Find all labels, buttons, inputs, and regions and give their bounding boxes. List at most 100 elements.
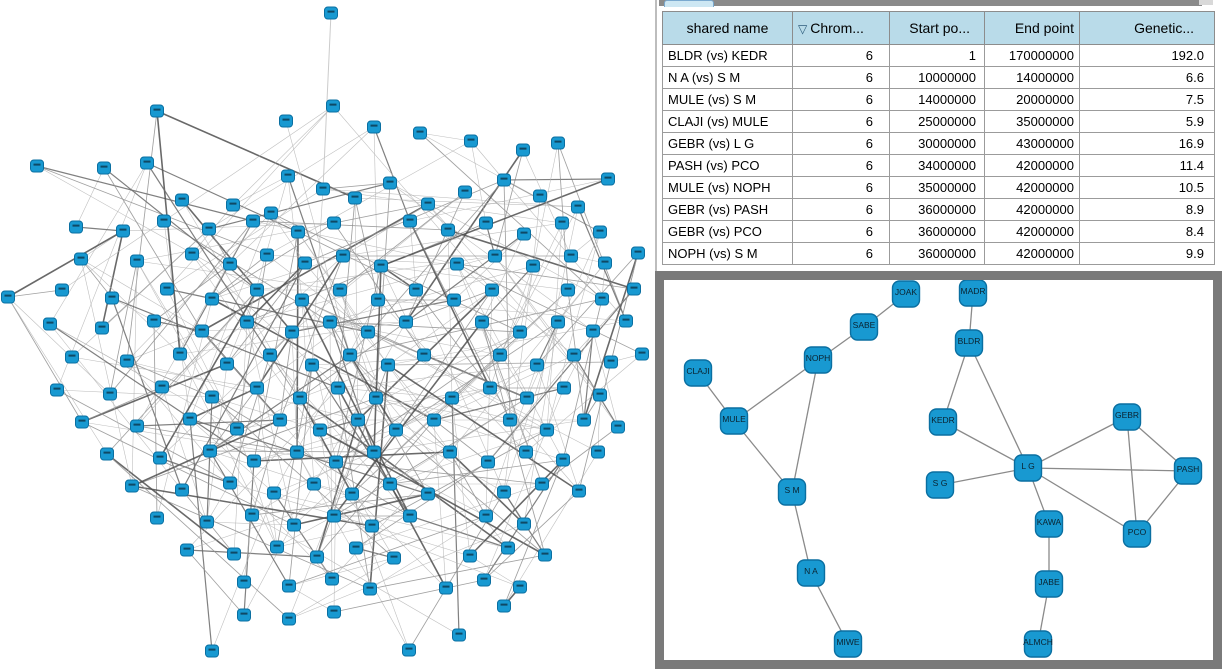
graph-node[interactable]	[475, 315, 489, 329]
graph-node-shape[interactable]	[50, 383, 64, 397]
graph-node[interactable]	[367, 120, 381, 134]
graph-node[interactable]	[282, 612, 296, 626]
graph-node[interactable]	[538, 548, 552, 562]
graph-node-shape[interactable]	[195, 324, 209, 338]
graph-node[interactable]	[95, 321, 109, 335]
graph-node[interactable]	[1, 290, 15, 304]
graph-node[interactable]	[488, 249, 502, 263]
table-cell[interactable]: 11.4	[1079, 154, 1215, 177]
graph-node-shape[interactable]	[307, 477, 321, 491]
table-cell[interactable]: 7.5	[1079, 88, 1215, 111]
graph-node[interactable]	[403, 509, 417, 523]
graph-node[interactable]	[130, 254, 144, 268]
subnet-node-shape[interactable]	[891, 280, 921, 308]
graph-node-shape[interactable]	[287, 518, 301, 532]
graph-node[interactable]	[520, 391, 534, 405]
graph-node[interactable]	[202, 222, 216, 236]
graph-node[interactable]	[240, 315, 254, 329]
graph-node-shape[interactable]	[220, 357, 234, 371]
graph-node[interactable]	[593, 225, 607, 239]
table-row[interactable]: GEBR (vs) PASH 6 36000000 42000000 8.9	[662, 198, 1215, 221]
graph-node-shape[interactable]	[240, 315, 254, 329]
graph-node[interactable]	[100, 447, 114, 461]
graph-node[interactable]	[75, 415, 89, 429]
graph-node[interactable]	[374, 259, 388, 273]
graph-node[interactable]	[285, 325, 299, 339]
table-cell[interactable]: 6	[792, 88, 890, 111]
subnet-node-shape[interactable]	[1112, 403, 1142, 431]
graph-node[interactable]	[483, 381, 497, 395]
graph-node-shape[interactable]	[403, 509, 417, 523]
graph-node[interactable]	[246, 214, 260, 228]
graph-node[interactable]	[458, 185, 472, 199]
graph-node-shape[interactable]	[223, 257, 237, 271]
graph-node-shape[interactable]	[205, 390, 219, 404]
graph-node-shape[interactable]	[200, 515, 214, 529]
graph-node-shape[interactable]	[567, 348, 581, 362]
table-cell[interactable]: MULE (vs) NOPH	[662, 176, 793, 199]
graph-node-shape[interactable]	[627, 282, 641, 296]
graph-node-shape[interactable]	[535, 477, 549, 491]
graph-node[interactable]	[369, 391, 383, 405]
graph-node-shape[interactable]	[611, 420, 625, 434]
graph-node-shape[interactable]	[497, 599, 511, 613]
graph-node-shape[interactable]	[326, 99, 340, 113]
graph-node-shape[interactable]	[351, 413, 365, 427]
subnet-node-shape[interactable]	[849, 313, 879, 341]
graph-node[interactable]	[290, 445, 304, 459]
table-cell[interactable]: PASH (vs) PCO	[662, 154, 793, 177]
graph-node-shape[interactable]	[413, 126, 427, 140]
graph-node-shape[interactable]	[260, 248, 274, 262]
graph-node-shape[interactable]	[343, 348, 357, 362]
graph-node-shape[interactable]	[564, 249, 578, 263]
graph-node-shape[interactable]	[227, 547, 241, 561]
graph-node-shape[interactable]	[516, 143, 530, 157]
graph-node[interactable]	[333, 283, 347, 297]
graph-node[interactable]	[604, 355, 618, 369]
subnet-node-shape[interactable]	[928, 408, 958, 436]
graph-node[interactable]	[287, 518, 301, 532]
graph-node-shape[interactable]	[290, 445, 304, 459]
graph-node[interactable]	[307, 477, 321, 491]
graph-node-shape[interactable]	[55, 283, 69, 297]
graph-node[interactable]	[327, 509, 341, 523]
graph-node-shape[interactable]	[250, 283, 264, 297]
graph-node[interactable]	[479, 509, 493, 523]
table-cell[interactable]: NOPH (vs) S M	[662, 242, 793, 265]
subnet-node-madr[interactable]: MADR	[958, 280, 988, 307]
graph-node-shape[interactable]	[349, 541, 363, 555]
graph-node[interactable]	[535, 477, 549, 491]
graph-node-shape[interactable]	[43, 317, 57, 331]
graph-node[interactable]	[226, 198, 240, 212]
table-cell[interactable]: 36000000	[889, 198, 985, 221]
graph-node-shape[interactable]	[363, 582, 377, 596]
network-view-subnetwork[interactable]: JOAK MADR SABE BLDR NOPH CLAJI MULE KEDR GEBR L G…	[655, 271, 1222, 669]
graph-node[interactable]	[403, 214, 417, 228]
table-cell[interactable]: 6	[792, 220, 890, 243]
graph-node[interactable]	[631, 246, 645, 260]
graph-node[interactable]	[293, 391, 307, 405]
graph-node-shape[interactable]	[488, 249, 502, 263]
graph-node[interactable]	[452, 628, 466, 642]
graph-node[interactable]	[50, 383, 64, 397]
graph-node-shape[interactable]	[175, 193, 189, 207]
subnetwork-canvas[interactable]: JOAK MADR SABE BLDR NOPH CLAJI MULE KEDR GEBR L G…	[664, 280, 1213, 660]
table-cell[interactable]: 6	[792, 198, 890, 221]
table-cell[interactable]: 34000000	[889, 154, 985, 177]
graph-node[interactable]	[195, 324, 209, 338]
graph-node[interactable]	[331, 381, 345, 395]
graph-node[interactable]	[572, 484, 586, 498]
table-row[interactable]: PASH (vs) PCO 6 34000000 42000000 11.4	[662, 154, 1215, 177]
graph-node[interactable]	[556, 453, 570, 467]
subnet-node-joak[interactable]: JOAK	[891, 280, 921, 308]
full-network-canvas[interactable]	[0, 0, 655, 669]
column-header-chrom-[interactable]: ▽ Chrom...	[792, 11, 890, 45]
graph-node-shape[interactable]	[593, 388, 607, 402]
graph-node-shape[interactable]	[361, 325, 375, 339]
subnet-node-shape[interactable]	[1173, 457, 1203, 485]
graph-node[interactable]	[591, 445, 605, 459]
graph-node-shape[interactable]	[69, 220, 83, 234]
graph-node-shape[interactable]	[517, 517, 531, 531]
subnet-node-jabe[interactable]: JABE	[1034, 570, 1064, 598]
graph-node[interactable]	[399, 315, 413, 329]
